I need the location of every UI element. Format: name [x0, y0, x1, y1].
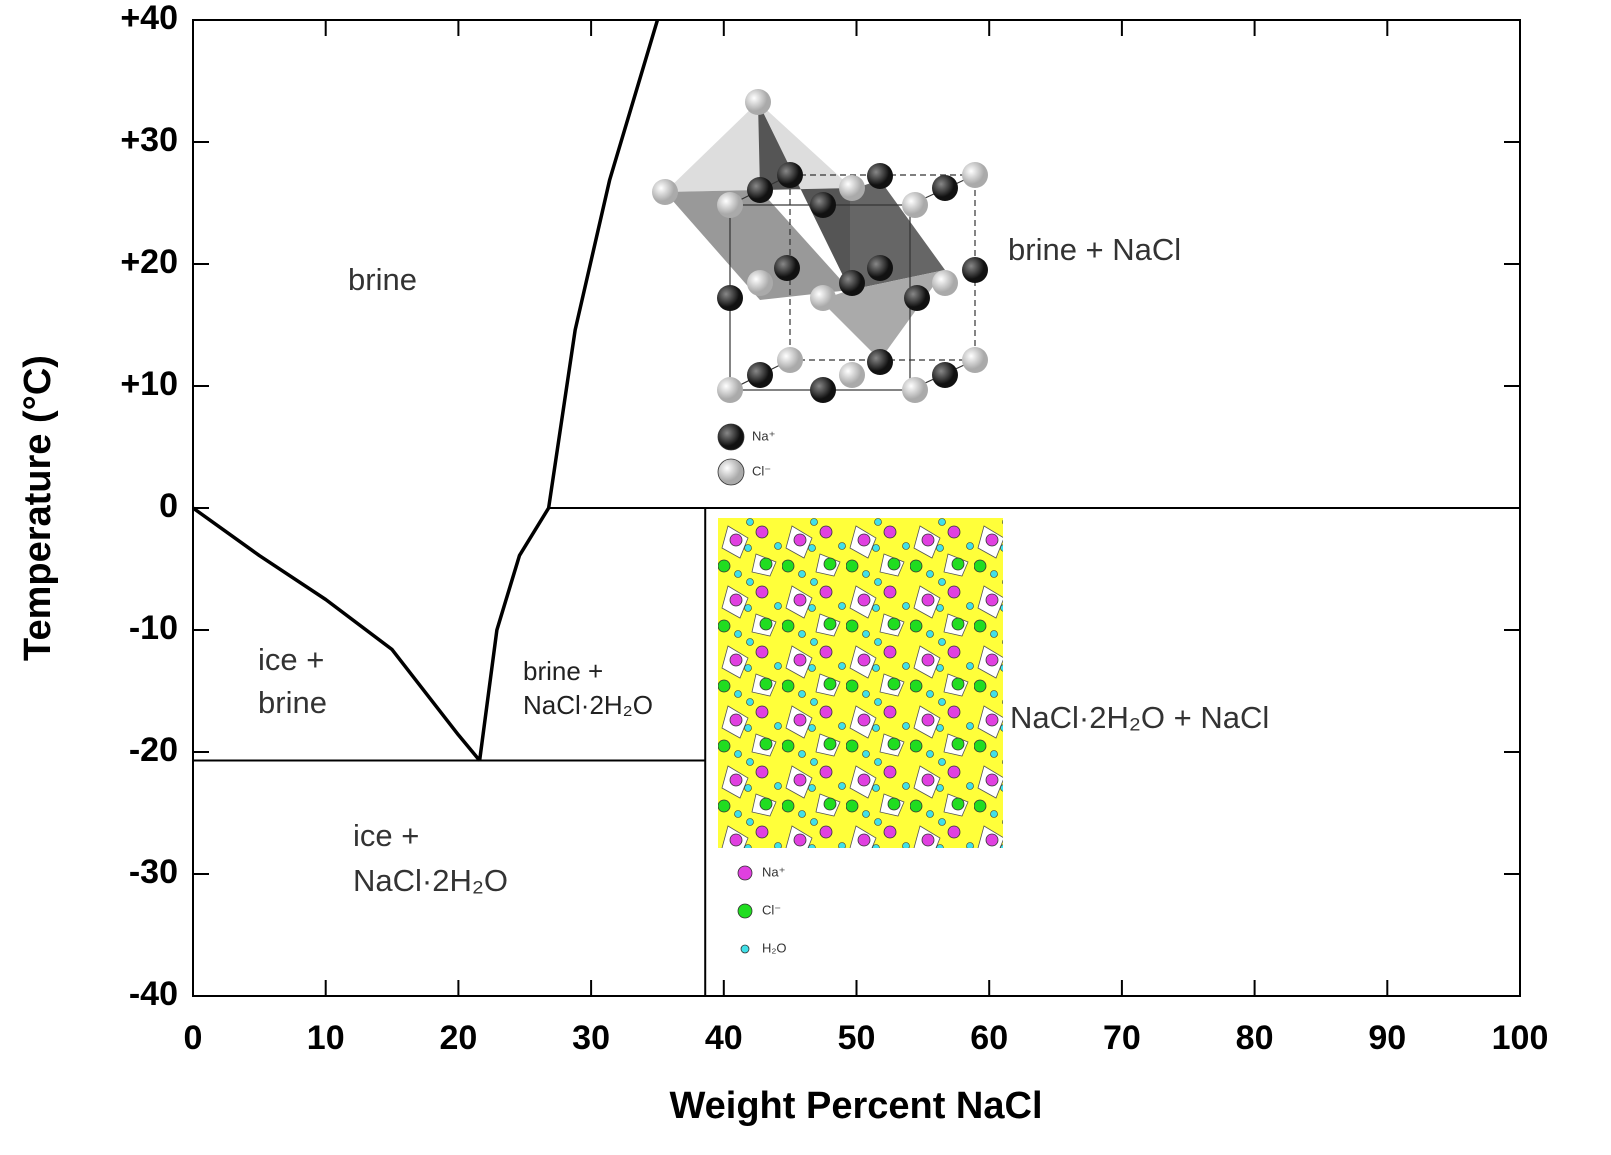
ion — [747, 177, 773, 203]
ion — [717, 377, 743, 403]
ion — [745, 89, 771, 115]
ion — [932, 175, 958, 201]
y-tick-label: 0 — [159, 487, 178, 525]
ion — [839, 175, 865, 201]
y-tick-label: +10 — [120, 365, 178, 403]
x-tick-label: 60 — [970, 1019, 1008, 1057]
y-tick-label: -30 — [129, 853, 178, 891]
chart: Temperature (°C) Weight Percent NaCl 0 10… — [0, 0, 1611, 1155]
x-tick-label: 50 — [838, 1019, 876, 1057]
x-tick-label: 30 — [572, 1019, 610, 1057]
ion — [867, 255, 893, 281]
legend-marker — [718, 459, 744, 485]
region-label: brine + — [523, 656, 603, 686]
ion — [932, 270, 958, 296]
x-tick-label: 40 — [705, 1019, 743, 1057]
halite-structure — [652, 89, 988, 403]
region-label: NaCl·2H₂O — [523, 690, 653, 720]
ion — [932, 362, 958, 388]
region-label: ice + — [258, 642, 324, 677]
y-tick-label: -40 — [129, 975, 178, 1013]
ion — [839, 270, 865, 296]
y-tick-label: -20 — [129, 731, 178, 769]
ion — [652, 179, 678, 205]
ion — [902, 377, 928, 403]
ion — [810, 192, 836, 218]
x-tick-label: 90 — [1368, 1019, 1406, 1057]
ion — [717, 192, 743, 218]
ion — [810, 377, 836, 403]
x-tick-label: 100 — [1492, 1019, 1549, 1057]
region-label: brine — [348, 262, 417, 297]
region-label: brine — [258, 685, 327, 720]
ion — [810, 285, 836, 311]
region-label: brine + NaCl — [1008, 232, 1181, 267]
x-axis-title: Weight Percent NaCl — [669, 1085, 1042, 1127]
y-tick-label: +20 — [120, 243, 178, 281]
legend-marker — [738, 866, 752, 880]
ion — [717, 285, 743, 311]
ion — [867, 349, 893, 375]
x-tick-label: 10 — [307, 1019, 345, 1057]
x-tick-label: 0 — [184, 1019, 203, 1057]
ion — [867, 163, 893, 189]
phase-boundary — [193, 508, 480, 761]
legend-label: Cl⁻ — [762, 902, 781, 917]
legend-label: Cl⁻ — [752, 463, 771, 478]
legend-label: H₂O — [762, 940, 787, 955]
legend-marker — [738, 904, 752, 918]
ion — [774, 255, 800, 281]
ion — [777, 347, 803, 373]
legend-marker — [741, 945, 749, 953]
x-tick-label: 80 — [1236, 1019, 1274, 1057]
legend-label: Na⁺ — [762, 864, 785, 879]
x-tick-label: 70 — [1103, 1019, 1141, 1057]
y-tick-label: -10 — [129, 609, 178, 647]
region-label: NaCl·2H₂O + NaCl — [1010, 700, 1269, 735]
ion — [904, 285, 930, 311]
ion — [902, 192, 928, 218]
legend-marker — [718, 424, 744, 450]
y-tick-label: +30 — [120, 121, 178, 159]
x-tick-label: 20 — [439, 1019, 477, 1057]
phase-boundary — [480, 20, 658, 761]
region-label: ice + — [353, 818, 419, 853]
ion — [777, 162, 803, 188]
y-axis-title: Temperature (°C) — [17, 355, 59, 661]
y-tick-label: +40 — [120, 0, 178, 37]
ion — [962, 257, 988, 283]
ion — [747, 270, 773, 296]
ion — [962, 347, 988, 373]
ion — [839, 362, 865, 388]
ion — [962, 162, 988, 188]
legend-label: Na⁺ — [752, 428, 775, 443]
ion — [747, 362, 773, 388]
region-label: NaCl·2H₂O — [353, 863, 508, 898]
hydrohalite-structure — [718, 518, 1003, 848]
